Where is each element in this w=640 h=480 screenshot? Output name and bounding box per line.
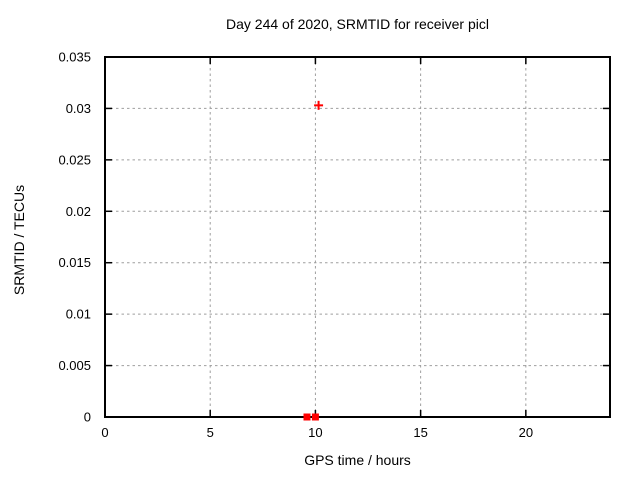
- y-tick-label: 0.035: [58, 50, 91, 65]
- x-tick-label: 10: [308, 425, 322, 440]
- y-tick-label: 0.02: [66, 204, 91, 219]
- plot-border: [104, 56, 611, 418]
- chart-title: Day 244 of 2020, SRMTID for receiver pic…: [226, 16, 489, 32]
- y-tick-label: 0.025: [58, 152, 91, 167]
- x-axis-label: GPS time / hours: [304, 452, 411, 468]
- data-point-square: [311, 413, 319, 421]
- y-tick-label: 0.015: [58, 255, 91, 270]
- x-tick-label: 0: [101, 425, 108, 440]
- y-tick-label: 0.005: [58, 358, 91, 373]
- y-tick-label: 0: [84, 410, 91, 425]
- x-tick-label: 15: [413, 425, 427, 440]
- y-tick-label: 0.03: [66, 101, 91, 116]
- data-point-square: [303, 413, 311, 421]
- x-tick-label: 20: [519, 425, 533, 440]
- y-tick-label: 0.01: [66, 307, 91, 322]
- x-tick-label: 5: [207, 425, 214, 440]
